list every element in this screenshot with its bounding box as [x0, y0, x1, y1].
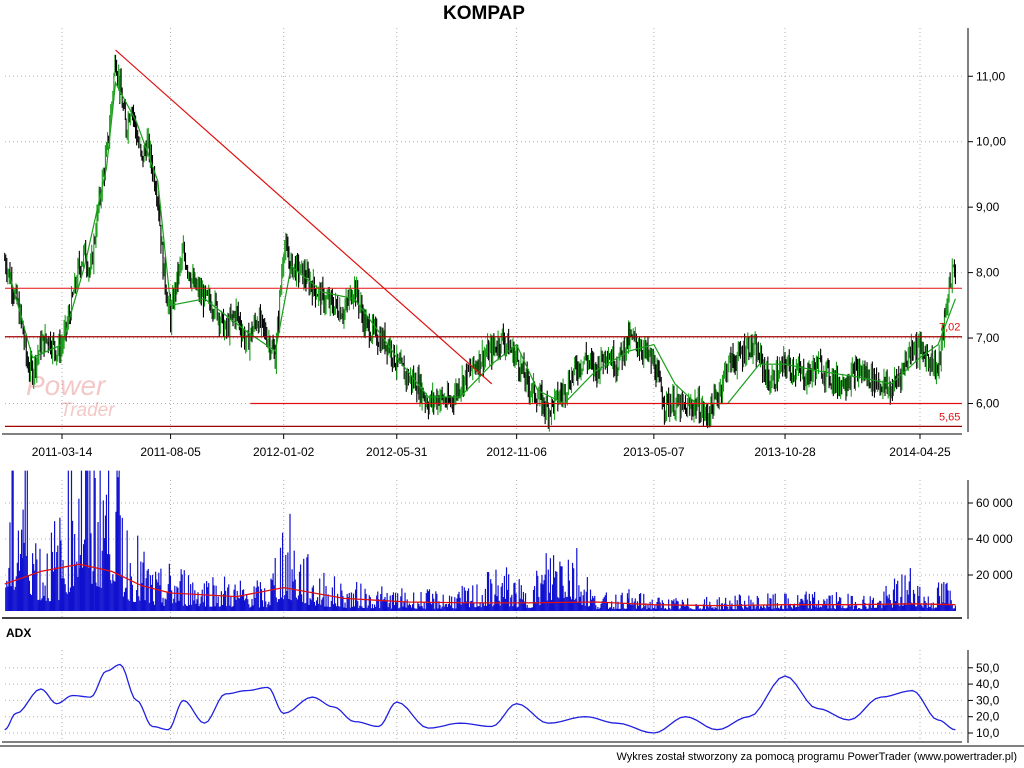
price-y-tick-label: 7,00: [976, 331, 1000, 345]
price-y-tick-label: 11,00: [976, 69, 1005, 83]
watermark-word-trader: Trader: [60, 400, 115, 421]
adx-series-layer: [4, 663, 956, 734]
adx-panel-title: ADX: [6, 626, 31, 640]
adx-line: [4, 663, 956, 734]
volume-y-tick-label: 20 000: [976, 568, 1013, 582]
adx-y-tick-label: 50,0: [976, 661, 1000, 675]
watermark-word-power: Power: [26, 370, 107, 401]
panel-frame-layer: [0, 28, 1024, 747]
adx-y-tick-label: 20,0: [976, 710, 1000, 724]
adx-y-tick-label: 40,0: [976, 677, 1000, 691]
chart-title: KOMPAP: [443, 3, 525, 24]
powertrader-watermark: Power Trader: [26, 370, 115, 421]
price-y-tick-label: 9,00: [976, 200, 1000, 214]
level-value-label: 5,65: [939, 411, 960, 423]
volume-series-layer: [4, 470, 957, 611]
axis-label-layer: 6,00 7,00 8,00 9,00 10,00 11,00 20 000 40 000 60…: [32, 69, 1013, 740]
price-x-tick-label: 2011-08-05: [140, 445, 201, 459]
price-y-tick-label: 10,00: [976, 135, 1006, 149]
grid-layer: [5, 28, 962, 741]
adx-y-tick-label: 30,0: [976, 693, 1000, 707]
adx-y-tick-label: 10,0: [976, 726, 1000, 740]
downtrend-line: [115, 49, 493, 385]
price-x-tick-label: 2013-10-28: [754, 445, 816, 459]
price-x-tick-label: 2012-01-02: [253, 445, 315, 459]
volume-y-tick-label: 40 000: [976, 532, 1013, 546]
price-series-layer: [4, 49, 962, 432]
volume-y-tick-label: 60 000: [976, 496, 1013, 510]
price-x-tick-label: 2013-05-07: [623, 445, 685, 459]
price-x-tick-label: 2011-03-14: [32, 445, 93, 459]
price-y-tick-label: 6,00: [976, 397, 1000, 411]
price-x-tick-label: 2014-04-25: [889, 445, 951, 459]
footer-credit: Wykres został stworzony za pomocą progra…: [616, 751, 1017, 763]
moving-average-line: [10, 80, 956, 405]
price-x-tick-label: 2012-05-31: [366, 445, 428, 459]
price-x-tick-label: 2012-11-06: [486, 445, 547, 459]
volume-average-line: [4, 563, 956, 607]
price-y-tick-label: 8,00: [976, 266, 1000, 280]
level-value-label: 7,02: [939, 322, 960, 334]
